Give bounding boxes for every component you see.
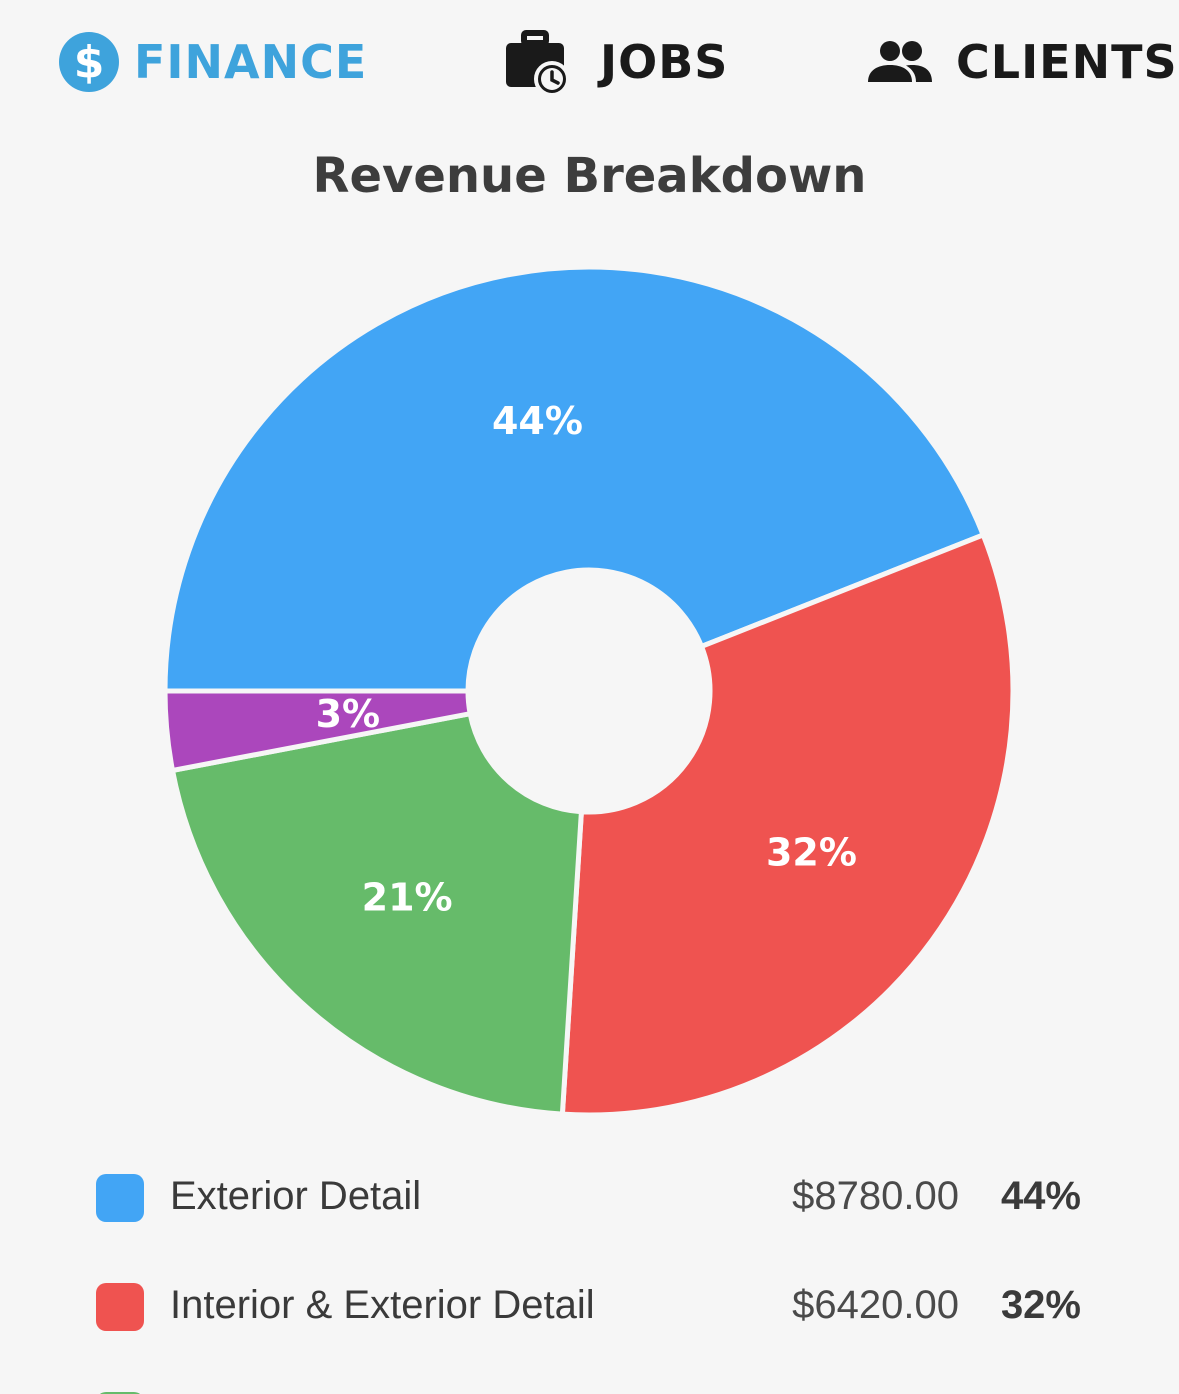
legend-item-partial[interactable] [0, 1378, 1179, 1394]
legend-amount: $8780.00 [792, 1174, 959, 1218]
legend-percent: 44% [1000, 1174, 1081, 1218]
tab-clients-label: CLIENTS [956, 35, 1178, 89]
legend-item-interior-exterior-detail[interactable]: Interior & Exterior Detail $6420.00 32% [0, 1269, 1179, 1345]
tab-finance-label: FINANCE [134, 35, 368, 89]
legend-item-exterior-detail[interactable]: Exterior Detail $8780.00 44% [0, 1160, 1179, 1236]
donut-slice-4[interactable] [162, 688, 474, 774]
legend-name: Exterior Detail [170, 1174, 422, 1218]
people-icon [866, 38, 934, 86]
donut-slice-1[interactable] [162, 264, 987, 694]
legend-swatch [96, 1283, 144, 1331]
dollar-circle-icon: $ [58, 31, 120, 93]
tab-jobs-label: JOBS [600, 35, 729, 89]
tab-jobs[interactable]: JOBS [504, 22, 728, 102]
donut-slice-3[interactable] [169, 710, 585, 1117]
donut-slice-2[interactable] [559, 531, 1016, 1118]
legend-name: Interior & Exterior Detail [170, 1283, 595, 1327]
legend-swatch [96, 1174, 144, 1222]
svg-text:$: $ [74, 37, 105, 88]
legend-percent: 32% [1000, 1283, 1081, 1327]
chart-title: Revenue Breakdown [312, 148, 867, 204]
briefcase-clock-icon [504, 29, 570, 97]
tab-finance[interactable]: $ FINANCE [58, 22, 367, 102]
top-tab-bar: $ FINANCE JOBS [0, 0, 1179, 120]
tab-clients[interactable]: CLIENTS [866, 22, 1178, 102]
legend-swatch [96, 1392, 144, 1394]
legend-amount: $6420.00 [792, 1283, 959, 1327]
